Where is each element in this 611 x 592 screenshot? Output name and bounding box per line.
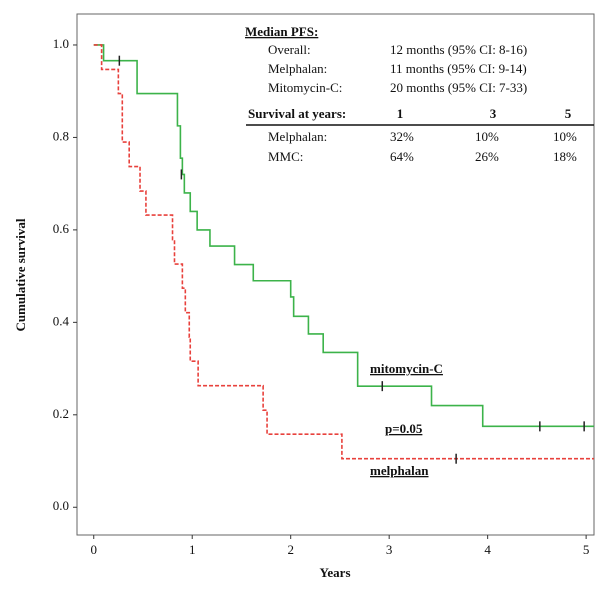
table-cell: 64%: [390, 149, 414, 164]
table-header: Survival at years:: [248, 106, 346, 121]
table-header: 5: [565, 106, 572, 121]
y-tick-label: 0.6: [53, 221, 70, 236]
table-cell: MMC:: [268, 149, 303, 164]
x-tick-label: 1: [189, 542, 196, 557]
table-cell: 20 months (95% CI: 7-33): [390, 80, 527, 95]
x-tick-label: 5: [583, 542, 590, 557]
x-tick-label: 2: [287, 542, 294, 557]
table-cell: Overall:: [268, 42, 311, 57]
table-cell: 18%: [553, 149, 577, 164]
plot-frame: [76, 13, 595, 536]
table-cell: 26%: [475, 149, 499, 164]
table-cell: 10%: [475, 129, 499, 144]
survival-curve: [93, 44, 594, 460]
table-cell: 12 months (95% CI: 8-16): [390, 42, 527, 57]
table-cell: Melphalan:: [268, 61, 327, 76]
y-tick-label: 0.2: [53, 406, 69, 421]
table-cell: 32%: [390, 129, 414, 144]
x-tick-label: 0: [90, 542, 97, 557]
table-header: 1: [397, 106, 404, 121]
y-tick-label: 0.0: [53, 498, 69, 513]
y-tick-label: 0.8: [53, 128, 69, 143]
table-cell: Melphalan:: [268, 129, 327, 144]
survival-curve: [93, 44, 594, 428]
y-tick-label: 1.0: [53, 36, 69, 51]
x-axis-label: Years: [319, 565, 350, 580]
y-axis-label: Cumulative survival: [13, 218, 28, 331]
table-cell: Mitomycin-C:: [268, 80, 342, 95]
annotation: mitomycin-C: [370, 361, 443, 376]
x-tick-label: 3: [386, 542, 393, 557]
table-header: 3: [490, 106, 497, 121]
annotation: p=0.05: [385, 421, 423, 436]
annotation: melphalan: [370, 463, 429, 478]
table-cell: 11 months (95% CI: 9-14): [390, 61, 527, 76]
table-cell: 10%: [553, 129, 577, 144]
y-tick-label: 0.4: [53, 313, 70, 328]
table-title: Median PFS:: [245, 24, 318, 39]
x-tick-label: 4: [484, 542, 491, 557]
